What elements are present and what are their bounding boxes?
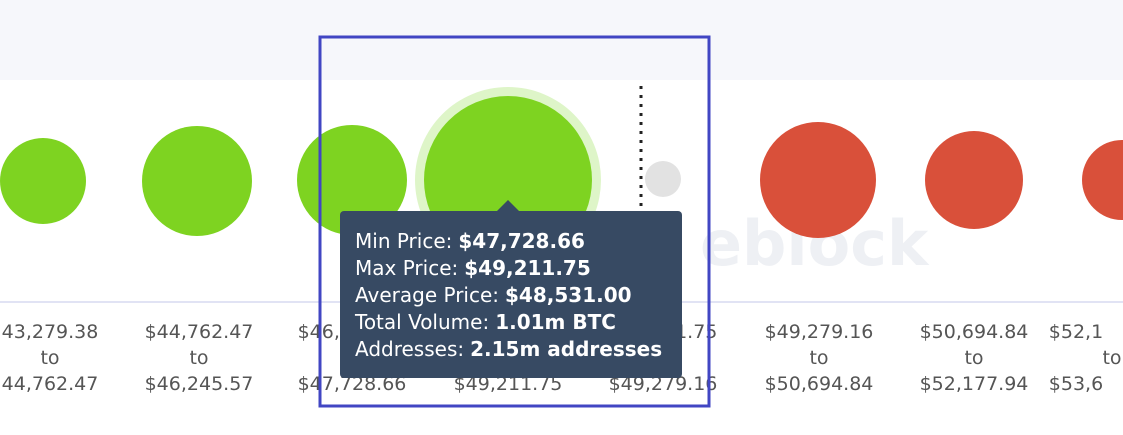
tooltip-caret: [496, 200, 520, 212]
header-band: [0, 0, 1123, 80]
tooltip-label: Max Price:: [355, 256, 458, 280]
tooltip-box: [340, 211, 682, 378]
range-to: $53,6: [1049, 373, 1103, 395]
bubble[interactable]: [925, 131, 1023, 229]
range-from: $44,762.47: [145, 321, 254, 343]
tooltip-row: Min Price: $47,728.66: [355, 229, 585, 253]
range-from: $50,694.84: [920, 321, 1029, 343]
tooltip-row: Total Volume: 1.01m BTC: [354, 310, 616, 334]
tooltip-row: Max Price: $49,211.75: [355, 256, 591, 280]
bubble[interactable]: [1082, 140, 1123, 220]
range-to: $52,177.94: [920, 373, 1029, 395]
tooltip-label: Total Volume:: [354, 310, 489, 334]
range-to-word: to: [189, 347, 208, 369]
range-to: $49,211.75: [454, 373, 563, 395]
tooltip-value: $48,531.00: [505, 283, 632, 307]
range-from: $52,1: [1049, 321, 1103, 343]
range-to-word: to: [40, 347, 59, 369]
tooltip-value: $49,211.75: [464, 256, 591, 280]
range-to: $46,245.57: [145, 373, 254, 395]
range-to: $50,694.84: [765, 373, 874, 395]
range-from: $49,279.16: [765, 321, 874, 343]
bubble[interactable]: [760, 122, 876, 238]
tooltip-label: Min Price:: [355, 229, 452, 253]
bubble[interactable]: [142, 126, 252, 236]
bubble[interactable]: [0, 138, 86, 224]
tooltip-value: 2.15m addresses: [470, 337, 662, 361]
tooltip-value: 1.01m BTC: [495, 310, 616, 334]
range-to-word: to: [1102, 347, 1121, 369]
range-to-word: to: [964, 347, 983, 369]
tooltip-row: Addresses: 2.15m addresses: [355, 337, 662, 361]
tooltip-row: Average Price: $48,531.00: [355, 283, 632, 307]
range-from: 43,279.38: [2, 321, 99, 343]
bubble[interactable]: [297, 125, 407, 235]
tooltip-label: Addresses:: [355, 337, 464, 361]
range-to: $49,279.16: [609, 373, 718, 395]
tooltip-label: Average Price:: [355, 283, 499, 307]
range-to-word: to: [809, 347, 828, 369]
bubble[interactable]: [645, 161, 681, 197]
tooltip-value: $47,728.66: [458, 229, 585, 253]
range-to: 44,762.47: [2, 373, 99, 395]
selection-box: [318, 35, 711, 408]
range-to: $47,728.66: [298, 373, 407, 395]
